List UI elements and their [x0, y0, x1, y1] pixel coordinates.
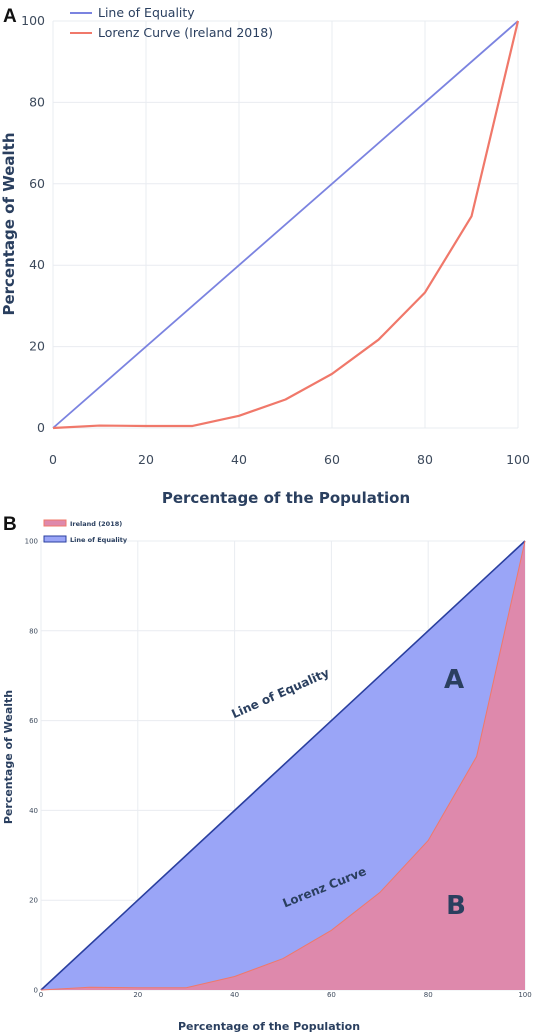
panel-b-letter: B — [3, 514, 17, 535]
legend-label-equality: Line of Equality — [98, 5, 195, 20]
x-tick-label: 20 — [133, 991, 142, 999]
y-tick-label: 20 — [29, 339, 45, 354]
x-tick-label: 100 — [506, 452, 530, 467]
x-tick-label: 40 — [231, 452, 247, 467]
panel-b-x-axis-title: Percentage of the Population — [178, 1020, 360, 1033]
x-tick-label: 40 — [230, 991, 239, 999]
x-tick-label: 60 — [327, 991, 336, 999]
panel-a-y-axis-title: Percentage of Wealth — [0, 132, 18, 315]
panel-b-y-axis-title: Percentage of Wealth — [2, 690, 15, 824]
panel-a-x-axis-title: Percentage of the Population — [162, 489, 410, 507]
label-line-of-equality: Line of Equality — [229, 665, 331, 721]
panel-a-legend: Line of Equality Lorenz Curve (Ireland 2… — [70, 5, 273, 40]
y-tick-label: 80 — [29, 94, 45, 109]
y-tick-label: 20 — [29, 897, 38, 905]
legend-label-ireland: Ireland (2018) — [70, 520, 122, 528]
panel-b-legend: Ireland (2018) Line of Equality — [43, 519, 128, 544]
region-a-label: A — [444, 665, 464, 695]
y-tick-label: 40 — [29, 257, 45, 272]
legend-label-lorenz: Lorenz Curve (Ireland 2018) — [98, 25, 273, 40]
legend-label-equality-b: Line of Equality — [70, 536, 128, 544]
y-tick-label: 60 — [29, 176, 45, 191]
region-b-label: B — [446, 891, 466, 921]
legend-swatch-ireland — [43, 519, 67, 527]
lorenz-line — [40, 540, 526, 991]
x-tick-label: 0 — [39, 991, 43, 999]
y-tick-label: 40 — [29, 807, 38, 815]
x-tick-label: 100 — [518, 991, 531, 999]
x-tick-label: 80 — [417, 452, 433, 467]
panel-a-letter: A — [3, 6, 17, 27]
y-tick-label: 0 — [34, 987, 38, 995]
legend-swatch-equality-b — [43, 535, 67, 543]
lorenz-area — [41, 541, 525, 990]
x-tick-label: 60 — [324, 452, 340, 467]
y-tick-label: 100 — [25, 538, 38, 546]
lorenz-line — [52, 20, 520, 430]
equality-line — [52, 20, 519, 429]
y-tick-label: 80 — [29, 627, 38, 635]
equality-line — [40, 540, 526, 991]
x-tick-label: 0 — [49, 452, 57, 467]
x-tick-label: 20 — [138, 452, 154, 467]
y-tick-label: 100 — [21, 13, 45, 28]
panel-a-chart: 0 20 40 60 80 100 0 20 40 60 80 100 — [21, 13, 530, 467]
panel-b-chart: 0 20 40 60 80 100 0 20 40 60 80 100 — [25, 538, 532, 1000]
y-tick-label: 60 — [29, 717, 38, 725]
y-tick-label: 0 — [37, 420, 45, 435]
x-tick-label: 80 — [424, 991, 433, 999]
